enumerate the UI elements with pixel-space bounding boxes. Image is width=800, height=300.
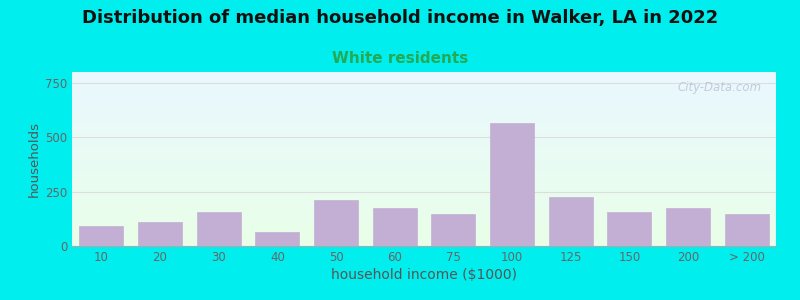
- Bar: [79, 226, 123, 246]
- Bar: [197, 212, 241, 246]
- Bar: [490, 123, 534, 246]
- Bar: [725, 214, 769, 246]
- Bar: [666, 208, 710, 246]
- Bar: [373, 208, 417, 246]
- X-axis label: household income ($1000): household income ($1000): [331, 268, 517, 282]
- Bar: [549, 197, 593, 246]
- Bar: [314, 200, 358, 246]
- Y-axis label: households: households: [28, 121, 41, 197]
- Bar: [431, 214, 475, 246]
- Bar: [607, 212, 651, 246]
- Text: Distribution of median household income in Walker, LA in 2022: Distribution of median household income …: [82, 9, 718, 27]
- Text: City-Data.com: City-Data.com: [678, 81, 762, 94]
- Text: White residents: White residents: [332, 51, 468, 66]
- Bar: [138, 222, 182, 246]
- Bar: [255, 232, 299, 246]
